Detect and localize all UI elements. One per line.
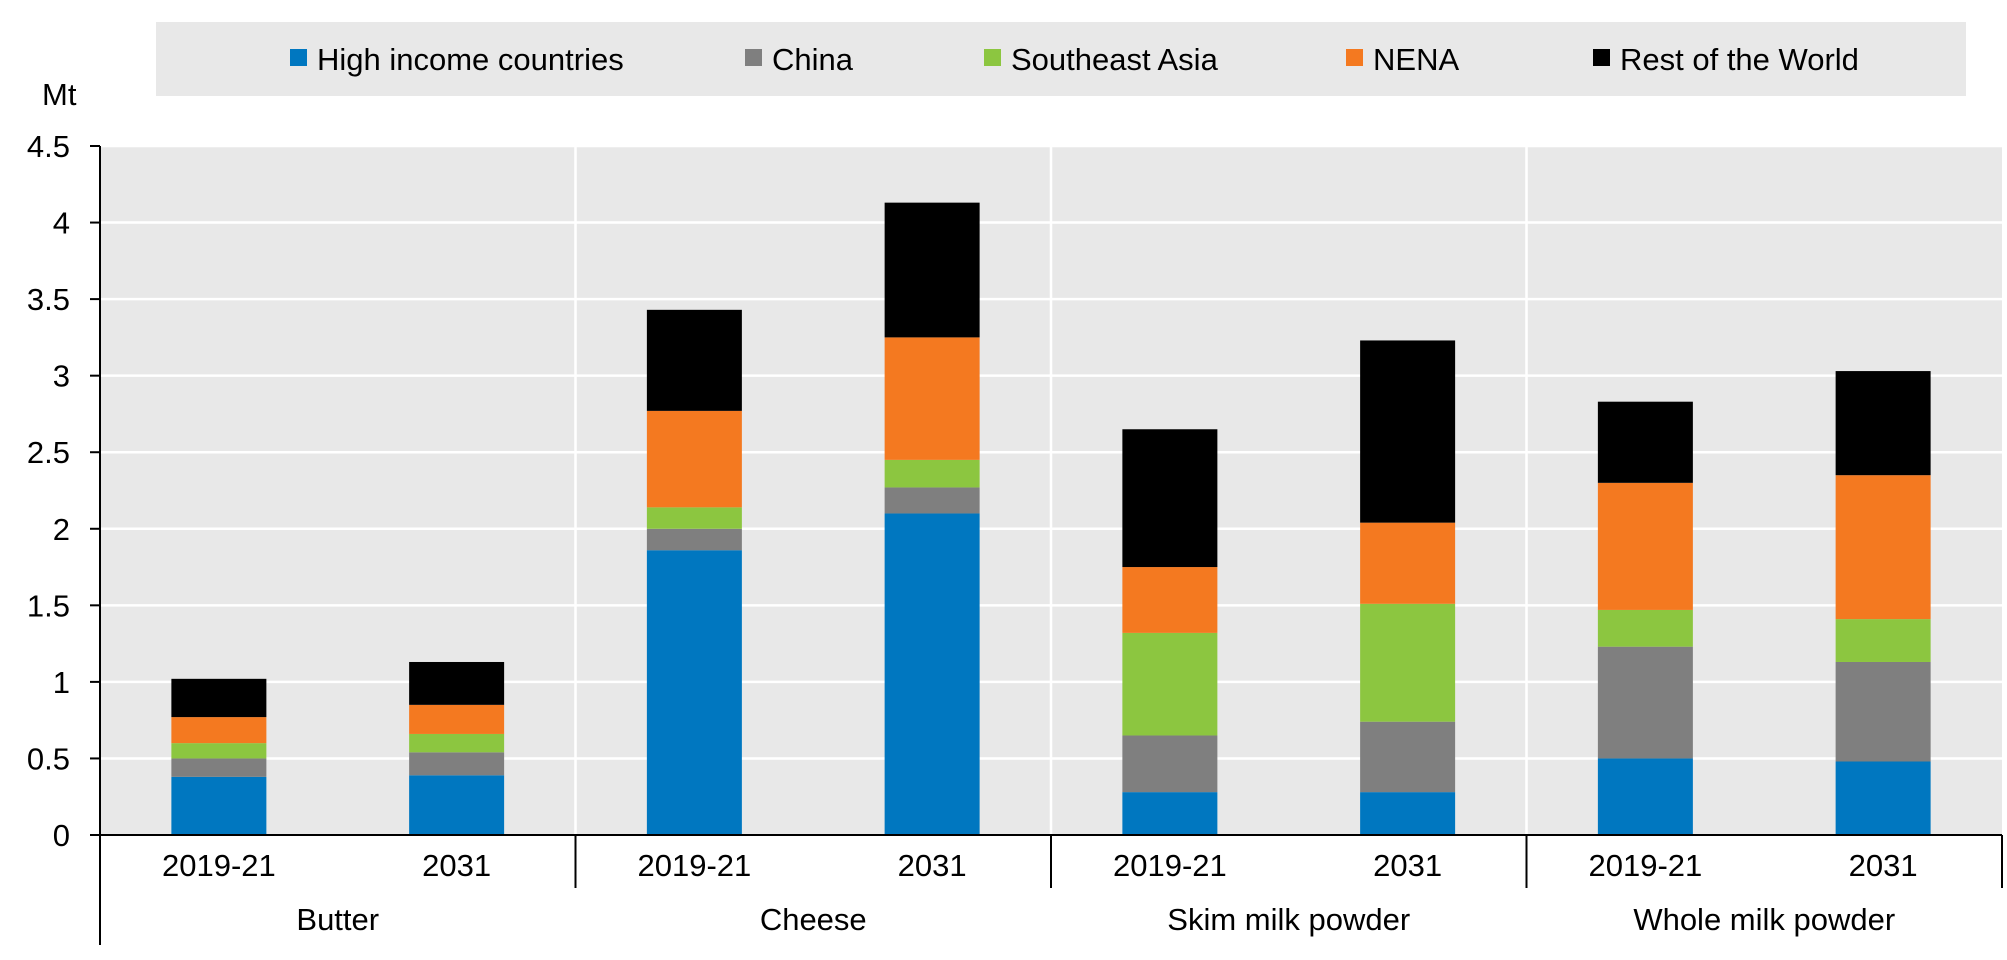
x-category-label: 2019-21 — [1588, 848, 1702, 883]
legend-swatch — [290, 49, 307, 66]
bar-segment-nena — [884, 337, 980, 460]
bar-segment-rest-of-the-world — [171, 678, 267, 718]
legend-label: China — [772, 42, 854, 77]
bar-segment-china — [884, 487, 980, 514]
bar-segment-nena — [1360, 522, 1456, 604]
x-category-label: 2031 — [422, 848, 491, 883]
bar-segment-nena — [171, 717, 267, 744]
y-tick-label: 4 — [53, 206, 70, 241]
legend-label: Rest of the World — [1620, 42, 1859, 77]
x-category-label: 2019-21 — [162, 848, 276, 883]
bar-segment-high-income-countries — [1597, 758, 1693, 835]
x-category-label: 2031 — [898, 848, 967, 883]
bar-segment-rest-of-the-world — [1360, 340, 1456, 523]
bar-segment-rest-of-the-world — [409, 661, 505, 705]
y-tick-label: 3 — [53, 359, 70, 394]
legend-label: Southeast Asia — [1011, 42, 1219, 77]
bar-segment-china — [1835, 661, 1931, 762]
bar-segment-china — [1122, 735, 1218, 793]
bar-segment-high-income-countries — [1835, 761, 1931, 835]
bar-segment-china — [171, 758, 267, 777]
legend-swatch — [1346, 49, 1363, 66]
bar-segment-rest-of-the-world — [646, 309, 742, 411]
y-tick-label: 1 — [53, 665, 70, 700]
legend-swatch — [1593, 49, 1610, 66]
x-category-label: 2019-21 — [1113, 848, 1227, 883]
bar-segment-southeast-asia — [1360, 603, 1456, 722]
bars — [171, 202, 1931, 835]
bar-segment-high-income-countries — [1122, 792, 1218, 835]
y-tick-label: 2.5 — [27, 435, 70, 470]
bar-segment-southeast-asia — [1597, 609, 1693, 647]
bar-segment-southeast-asia — [171, 743, 267, 759]
bar-segment-china — [1360, 721, 1456, 793]
bar-segment-southeast-asia — [1122, 632, 1218, 736]
y-tick-label: 1.5 — [27, 588, 70, 623]
legend-label: NENA — [1373, 42, 1459, 77]
x-group-label: Cheese — [760, 902, 867, 937]
y-tick-label: 0.5 — [27, 741, 70, 776]
bar-segment-high-income-countries — [1360, 792, 1456, 835]
y-tick-label: 4.5 — [27, 129, 70, 164]
bar-segment-southeast-asia — [1835, 619, 1931, 662]
y-tick-label: 3.5 — [27, 282, 70, 317]
legend-box — [156, 22, 1966, 96]
legend-swatch — [984, 49, 1001, 66]
bar-segment-nena — [1597, 482, 1693, 610]
axes: 0 0.5 1 1.5 2 2.5 3 3.5 4 4.5 2019-21 2031 Butter 201… — [27, 129, 2003, 945]
y-tick-label: 0 — [53, 818, 70, 853]
x-category-label: 2019-21 — [637, 848, 751, 883]
y-axis-unit-label: Mt — [42, 77, 77, 112]
y-tick-label: 2 — [53, 512, 70, 547]
bar-segment-nena — [646, 410, 742, 508]
bar-segment-southeast-asia — [409, 733, 505, 753]
bar-segment-china — [409, 752, 505, 776]
x-group-label: Whole milk powder — [1633, 902, 1895, 937]
x-group-label: Skim milk powder — [1167, 902, 1410, 937]
bar-segment-nena — [409, 704, 505, 734]
bar-segment-rest-of-the-world — [1835, 371, 1931, 476]
x-group-label: Butter — [296, 902, 379, 937]
bar-segment-nena — [1122, 567, 1218, 633]
bar-segment-high-income-countries — [171, 776, 267, 835]
x-category-label: 2031 — [1849, 848, 1918, 883]
bar-segment-nena — [1835, 475, 1931, 620]
bar-segment-southeast-asia — [646, 507, 742, 529]
legend-label: High income countries — [317, 42, 624, 77]
x-category-label: 2031 — [1373, 848, 1442, 883]
legend-swatch — [745, 49, 762, 66]
bar-segment-rest-of-the-world — [1597, 401, 1693, 483]
bar-segment-china — [1597, 646, 1693, 759]
bar-segment-rest-of-the-world — [1122, 429, 1218, 568]
bar-segment-high-income-countries — [646, 550, 742, 835]
bar-segment-high-income-countries — [884, 513, 980, 835]
legend: High income countries China Southeast Asia… — [290, 42, 1859, 77]
bar-segment-southeast-asia — [884, 459, 980, 488]
bar-segment-china — [646, 528, 742, 551]
bar-segment-rest-of-the-world — [884, 202, 980, 338]
bar-segment-high-income-countries — [409, 775, 505, 835]
